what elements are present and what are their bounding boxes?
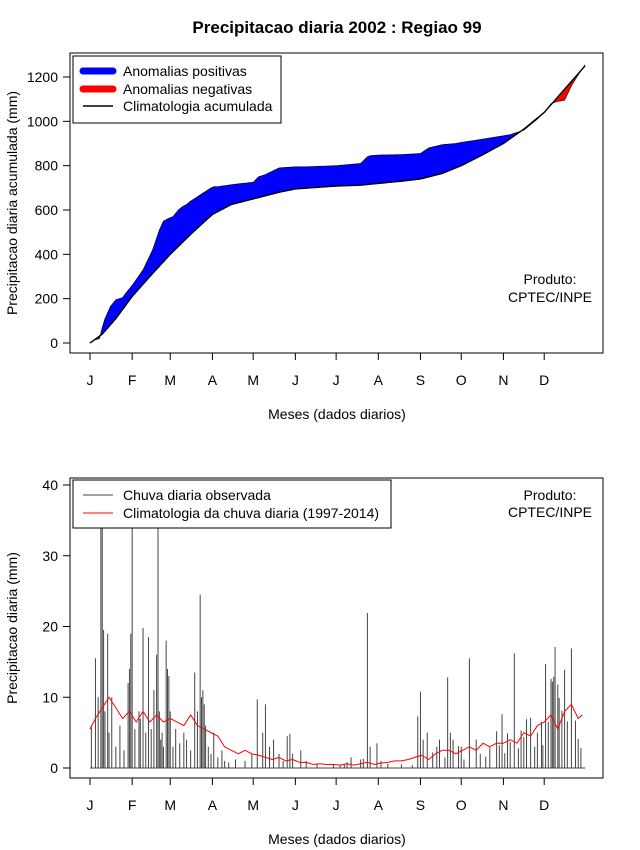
top-annotation-line-2: CPTEC/INPE (508, 289, 592, 305)
top-panel: 0 200 400 600 800 1000 1200 J F M A M J J A S O N D Meses… (4, 52, 604, 422)
bottom-x-tick-label: A (208, 797, 218, 813)
top-x-axis-label: Meses (dados diarios) (268, 406, 406, 422)
legend-label-positive: Anomalias positivas (123, 63, 247, 79)
top-y-tick-label: 400 (35, 246, 59, 262)
top-x-tick-label: M (247, 372, 259, 388)
legend-label-negative: Anomalias negativas (123, 81, 252, 97)
bottom-x-axis-label: Meses (dados diarios) (268, 831, 406, 847)
observed-cumulative-line (89, 64, 586, 344)
top-x-tick-label: N (498, 372, 508, 388)
bottom-y-tick-label: 0 (50, 760, 58, 776)
bottom-x-tick-label: J (333, 797, 340, 813)
bottom-y-tick-label: 40 (42, 477, 58, 493)
climatology-cumulative-line (89, 65, 586, 344)
top-y-axis: 0 200 400 600 800 1000 1200 (27, 69, 70, 351)
bottom-x-tick-label: O (456, 797, 467, 813)
bottom-annotation-line-2: CPTEC/INPE (508, 504, 592, 520)
bottom-y-tick-label: 10 (42, 689, 58, 705)
top-y-axis-label: Precipitacao diaria acumulada (mm) (4, 91, 20, 315)
top-legend: Anomalias positivas Anomalias negativas … (72, 55, 282, 124)
bottom-y-tick-label: 20 (42, 619, 58, 635)
top-y-tick-label: 200 (35, 291, 59, 307)
top-plot-area (89, 64, 586, 344)
top-x-tick-label: M (164, 372, 176, 388)
top-x-tick-label: F (128, 372, 137, 388)
bottom-y-axis-label: Precipitacao diaria (mm) (4, 552, 20, 704)
bottom-x-tick-label: D (539, 797, 549, 813)
climatology-daily-line (89, 696, 583, 766)
top-y-tick-label: 600 (35, 202, 59, 218)
top-x-tick-label: S (416, 372, 425, 388)
legend-label-observed: Chuva diaria observada (123, 487, 271, 503)
top-y-tick-label: 800 (35, 158, 59, 174)
bottom-x-tick-label: S (416, 797, 425, 813)
top-x-tick-label: A (374, 372, 384, 388)
bottom-x-tick-label: J (87, 797, 94, 813)
top-x-tick-label: O (456, 372, 467, 388)
bottom-legend: Chuva diaria observada Climatologia da c… (72, 479, 392, 529)
legend-label-climatology: Climatologia acumulada (123, 98, 273, 114)
bottom-annotation-line-1: Produto: (524, 487, 577, 503)
bottom-x-tick-label: F (128, 797, 137, 813)
top-annotation-line-1: Produto: (524, 271, 577, 287)
chart-title: Precipitacao diaria 2002 : Regiao 99 (192, 18, 481, 37)
legend-label-daily-climatology: Climatologia da chuva diaria (1997-2014) (123, 505, 379, 521)
top-x-tick-label: J (292, 372, 299, 388)
bottom-x-tick-label: A (374, 797, 384, 813)
top-y-tick-label: 1200 (27, 69, 58, 85)
bottom-y-axis: 0 10 20 30 40 (42, 477, 70, 776)
bottom-x-tick-label: J (292, 797, 299, 813)
top-y-tick-label: 1000 (27, 113, 58, 129)
positive-anomaly-area (100, 131, 522, 336)
top-x-tick-label: D (539, 372, 549, 388)
top-y-tick-label: 0 (50, 335, 58, 351)
top-x-tick-label: J (333, 372, 340, 388)
bottom-x-tick-label: N (498, 797, 508, 813)
bottom-y-tick-label: 30 (42, 548, 58, 564)
top-x-tick-label: J (87, 372, 94, 388)
top-x-tick-label: A (208, 372, 218, 388)
bottom-plot-area (89, 485, 585, 769)
bottom-x-tick-label: M (247, 797, 259, 813)
bottom-legend-box (72, 479, 392, 529)
bottom-x-tick-label: M (164, 797, 176, 813)
bottom-panel: 0 10 20 30 40 J F M A M J J A S O N D Meses (dados diar… (4, 477, 604, 847)
